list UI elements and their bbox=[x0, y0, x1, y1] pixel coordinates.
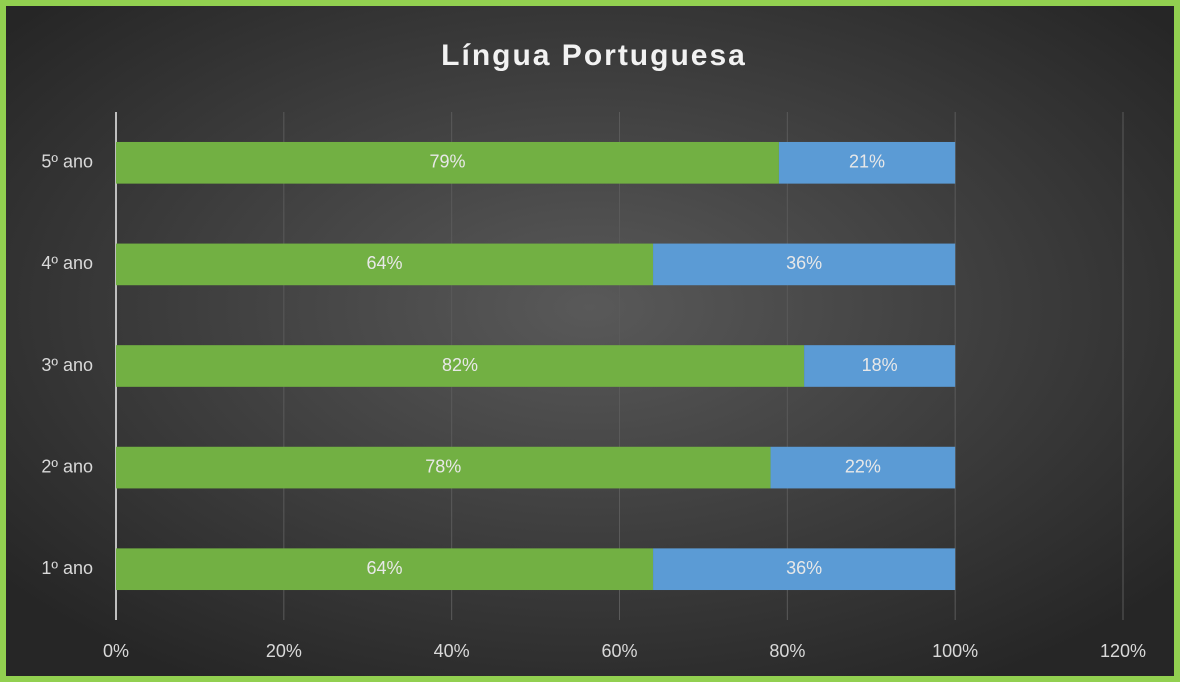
bar-segment bbox=[804, 345, 956, 387]
x-tick-label: 40% bbox=[434, 641, 470, 661]
data-label: 79% bbox=[429, 152, 465, 172]
bar-segment bbox=[116, 243, 654, 286]
y-tick-label: 5º ano bbox=[41, 152, 93, 172]
data-label: 36% bbox=[786, 558, 822, 578]
y-tick-label: 2º ano bbox=[41, 456, 93, 476]
bar-segment bbox=[778, 141, 956, 184]
data-label: 18% bbox=[862, 355, 898, 375]
bar-segment bbox=[653, 548, 956, 591]
data-label: 36% bbox=[786, 253, 822, 273]
data-label: 22% bbox=[845, 456, 881, 476]
data-label: 64% bbox=[367, 253, 403, 273]
x-tick-label: 0% bbox=[103, 641, 129, 661]
y-tick-label: 3º ano bbox=[41, 355, 93, 375]
data-label: 64% bbox=[367, 558, 403, 578]
chart-title: Língua Portuguesa bbox=[441, 39, 747, 72]
data-label: 21% bbox=[849, 152, 885, 172]
bar-segment bbox=[116, 548, 654, 591]
bar-segment bbox=[116, 345, 805, 387]
bar-segment bbox=[116, 446, 771, 489]
bar-segment bbox=[116, 141, 779, 184]
x-tick-label: 80% bbox=[769, 641, 805, 661]
data-label: 82% bbox=[442, 355, 478, 375]
y-tick-label: 4º ano bbox=[41, 253, 93, 273]
data-label: 78% bbox=[425, 456, 461, 476]
x-tick-label: 100% bbox=[932, 641, 978, 661]
x-tick-label: 20% bbox=[266, 641, 302, 661]
x-tick-label: 120% bbox=[1100, 641, 1146, 661]
bar-segment bbox=[653, 243, 956, 286]
bar-segment bbox=[770, 446, 956, 489]
y-tick-label: 1º ano bbox=[41, 558, 93, 578]
x-tick-label: 60% bbox=[601, 641, 637, 661]
